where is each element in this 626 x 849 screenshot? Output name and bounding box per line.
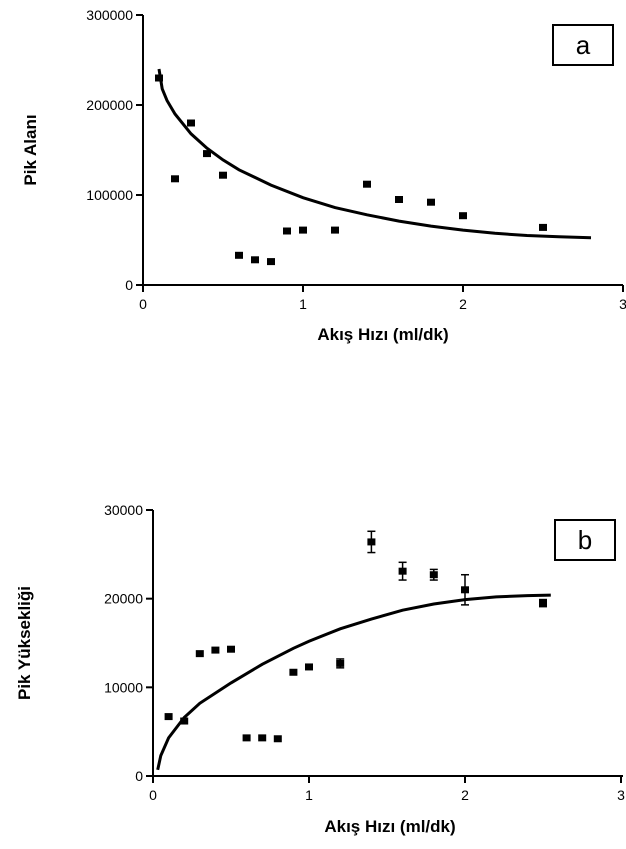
data-point bbox=[429, 571, 438, 579]
data-point bbox=[155, 74, 163, 82]
y-tick-label: 10000 bbox=[104, 679, 143, 695]
panel-a: 0 1 2 3 0 100000 200000 300000 a Akış Hızı (ml… bbox=[21, 7, 626, 344]
x-tick-label: 3 bbox=[619, 296, 626, 312]
data-point bbox=[336, 659, 345, 667]
panel-b: 0 1 2 3 0 10000 20000 30000 b Akış Hızı (ml/dk… bbox=[15, 502, 625, 836]
data-points bbox=[164, 530, 547, 743]
data-point bbox=[203, 150, 211, 158]
x-axis-label: Akış Hızı (ml/dk) bbox=[317, 325, 448, 344]
data-point bbox=[283, 227, 291, 235]
data-point bbox=[305, 663, 313, 671]
x-tick-label: 2 bbox=[459, 296, 467, 312]
y-tick-label: 0 bbox=[125, 277, 133, 293]
y-tick-label: 300000 bbox=[86, 7, 133, 23]
x-tick-label: 0 bbox=[149, 787, 157, 803]
data-point bbox=[187, 119, 195, 127]
data-point bbox=[195, 650, 204, 658]
data-points bbox=[155, 74, 547, 266]
y-axis-label: Pik Yüksekliği bbox=[15, 586, 34, 700]
data-point bbox=[363, 180, 371, 188]
data-point bbox=[331, 226, 339, 234]
y-tick-label: 100000 bbox=[86, 187, 133, 203]
data-point bbox=[395, 196, 403, 203]
data-point bbox=[539, 599, 547, 607]
data-point bbox=[219, 171, 227, 179]
data-point bbox=[251, 256, 259, 264]
x-axis-label: Akış Hızı (ml/dk) bbox=[324, 817, 455, 836]
x-ticks: 0 1 2 3 bbox=[149, 776, 625, 803]
fit-curve bbox=[156, 593, 551, 771]
panel-label-box bbox=[552, 24, 614, 66]
y-axis-label: Pik Alanı bbox=[21, 114, 40, 185]
x-tick-label: 1 bbox=[299, 296, 307, 312]
data-point bbox=[461, 586, 469, 594]
data-point bbox=[367, 538, 376, 546]
x-ticks: 0 1 2 3 bbox=[139, 285, 626, 312]
data-point bbox=[242, 734, 251, 742]
data-point bbox=[227, 645, 235, 653]
fit-curve bbox=[157, 68, 592, 240]
data-point bbox=[299, 226, 307, 234]
y-ticks: 0 100000 200000 300000 bbox=[86, 7, 143, 293]
data-point bbox=[459, 212, 467, 220]
data-point bbox=[273, 735, 282, 743]
y-tick-label: 0 bbox=[135, 768, 143, 784]
data-point bbox=[398, 567, 407, 575]
y-tick-label: 30000 bbox=[104, 502, 143, 518]
data-point bbox=[539, 223, 547, 231]
panel-label: b bbox=[578, 525, 592, 555]
data-point bbox=[427, 198, 435, 206]
data-point bbox=[235, 251, 243, 259]
x-tick-label: 1 bbox=[305, 787, 313, 803]
data-point bbox=[164, 713, 173, 721]
x-tick-label: 2 bbox=[461, 787, 469, 803]
data-point bbox=[211, 646, 220, 654]
x-tick-label: 3 bbox=[617, 787, 625, 803]
panel-label: a bbox=[576, 30, 591, 60]
data-point bbox=[180, 717, 189, 725]
data-point bbox=[258, 734, 267, 742]
data-point bbox=[171, 175, 179, 183]
data-point bbox=[289, 668, 298, 676]
y-ticks: 0 10000 20000 30000 bbox=[104, 502, 153, 784]
panel-label-box bbox=[554, 519, 616, 561]
y-tick-label: 200000 bbox=[86, 97, 133, 113]
x-tick-label: 0 bbox=[139, 296, 147, 312]
y-tick-label: 20000 bbox=[104, 591, 143, 607]
data-point bbox=[267, 258, 275, 266]
